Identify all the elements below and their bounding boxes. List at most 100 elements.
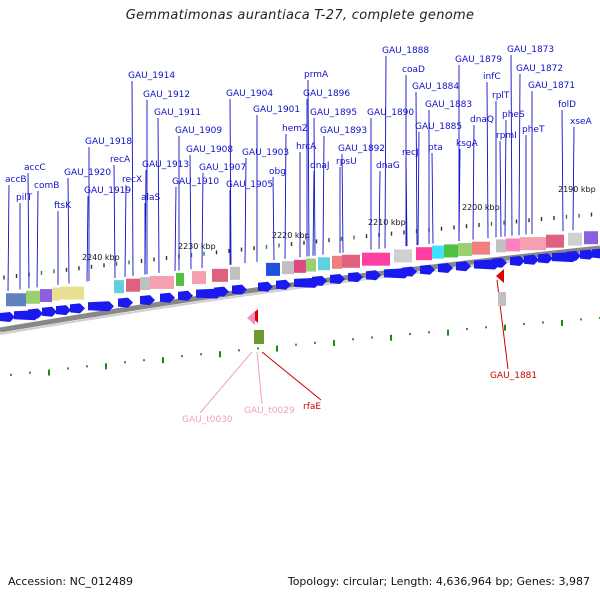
cog-block (496, 239, 506, 253)
rna-glyph (496, 269, 504, 283)
gene-label[interactable]: xseA (570, 117, 593, 127)
gene-label[interactable]: obg (269, 167, 286, 177)
gene-arrow (538, 253, 553, 264)
gene-label[interactable]: GAU_1895 (310, 108, 357, 118)
gene-label[interactable]: GAU_1896 (303, 89, 350, 99)
gene-label[interactable]: rpmI (496, 131, 517, 141)
leader-line (486, 81, 489, 239)
gene-label[interactable]: rpsU (336, 157, 357, 167)
gene-label[interactable]: GAU_1910 (172, 177, 219, 187)
gene-label-layer: accB pilT accC comB ftsK GAU_1920 GAU_1919 GAU_… (5, 45, 593, 211)
gene-label[interactable]: GAU_1908 (186, 145, 233, 155)
gc-mark (124, 361, 126, 364)
gene-label[interactable]: GAU_1871 (528, 81, 575, 91)
gene-label[interactable]: GAU_1901 (253, 105, 300, 115)
rna-label[interactable]: rfaE (303, 402, 321, 412)
gene-label[interactable]: recX (122, 175, 142, 185)
kbp-tick-label: 2230 kbp (178, 242, 216, 251)
gene-label[interactable]: accC (24, 163, 46, 173)
gene-label[interactable]: GAU_1913 (142, 160, 189, 170)
gene-label[interactable]: GAU_1920 (64, 168, 111, 178)
cog-block (332, 255, 342, 269)
gene-label[interactable]: accB (5, 175, 27, 185)
gene-label[interactable]: GAU_1912 (143, 90, 190, 100)
rna-label[interactable]: GAU_1881 (490, 371, 537, 381)
rna-feature-layer: GAU_1881 GAU_t0030 GAU_t0029 rfaE (182, 269, 537, 425)
gene-arrow (232, 284, 247, 295)
gene-label[interactable]: pheS (502, 110, 525, 120)
gene-label[interactable]: folD (558, 100, 576, 110)
gene-label[interactable]: GAU_1890 (367, 108, 414, 118)
gene-arrow (524, 254, 539, 265)
forward-gene-track (0, 248, 600, 322)
gene-label[interactable]: GAU_1883 (425, 100, 472, 110)
gene-label[interactable]: ftsK (54, 201, 72, 211)
leader-line (322, 135, 325, 255)
rna-label[interactable]: GAU_t0030 (182, 415, 233, 425)
gene-arrow (0, 312, 15, 322)
gene-label[interactable]: GAU_1893 (320, 126, 367, 136)
gene-arrow (438, 263, 453, 274)
gene-label[interactable]: GAU_1911 (154, 108, 201, 118)
cog-block (150, 275, 174, 289)
gene-label[interactable]: GAU_1907 (199, 163, 246, 173)
gene-label[interactable]: hrcA (296, 142, 317, 152)
gc-mark (580, 318, 582, 321)
gene-label[interactable]: prmA (304, 70, 329, 80)
kbp-tick-label: 2240 kbp (82, 253, 120, 262)
gene-label[interactable]: GAU_1905 (226, 180, 273, 190)
gene-label[interactable]: GAU_1904 (226, 89, 273, 99)
gene-label[interactable]: GAU_1873 (507, 45, 554, 55)
gene-label[interactable]: GAU_1888 (382, 46, 429, 56)
gene-label[interactable]: dnaJ (310, 161, 330, 171)
gene-label[interactable]: GAU_1909 (175, 126, 222, 136)
gc-mark (10, 373, 12, 376)
leader-line (7, 184, 10, 292)
gene-arrow (312, 275, 327, 286)
rna-label[interactable]: GAU_t0029 (244, 406, 295, 416)
gene-label[interactable]: GAU_1914 (128, 71, 175, 81)
cog-block (266, 262, 280, 276)
gene-label[interactable]: GAU_1872 (516, 64, 563, 74)
gene-label[interactable]: GAU_1885 (415, 122, 462, 132)
cog-block (416, 247, 432, 261)
gene-label[interactable]: comB (34, 181, 59, 191)
gene-label[interactable]: GAU_1879 (455, 55, 502, 65)
gc-mark (314, 341, 316, 344)
gene-label[interactable]: GAU_1918 (85, 137, 132, 147)
gene-label[interactable]: pta (428, 143, 443, 153)
leader-line (384, 55, 387, 249)
gc-mark (561, 319, 563, 326)
gene-label[interactable]: dnaQ (470, 115, 494, 125)
gc-mark (466, 327, 468, 330)
gene-label[interactable]: hemZ (282, 124, 308, 134)
gene-arrow (56, 305, 71, 316)
leader-line (229, 98, 232, 265)
gc-mark (67, 367, 69, 370)
gene-label[interactable]: pheT (522, 125, 545, 135)
gene-label[interactable]: pilT (16, 193, 33, 203)
gc-mark (29, 371, 31, 374)
leader-line (561, 109, 564, 232)
gene-label[interactable]: recJ (402, 148, 419, 158)
gene-label[interactable]: GAU_1903 (242, 148, 289, 158)
cog-block (52, 287, 60, 301)
gene-arrow (330, 274, 345, 285)
gene-label[interactable]: coaD (402, 65, 425, 75)
gene-label[interactable]: infC (483, 72, 501, 82)
gene-label[interactable]: ksgA (456, 139, 479, 149)
gene-arrow (420, 264, 435, 275)
gene-label[interactable]: alaS (141, 193, 161, 203)
gene-label[interactable]: rplT (492, 91, 510, 101)
leader-line (113, 164, 116, 279)
gene-label[interactable]: recA (110, 155, 131, 165)
gene-label[interactable]: GAU_1919 (84, 186, 131, 196)
gene-label[interactable]: GAU_1892 (338, 144, 385, 154)
genome-summary-text: Topology: circular; Length: 4,636,964 bp… (287, 575, 590, 588)
leader-line (124, 184, 127, 277)
gene-label[interactable]: dnaG (376, 161, 400, 171)
cog-block (472, 241, 490, 255)
gene-label[interactable]: GAU_1884 (412, 82, 459, 92)
gc-mark (523, 323, 525, 326)
